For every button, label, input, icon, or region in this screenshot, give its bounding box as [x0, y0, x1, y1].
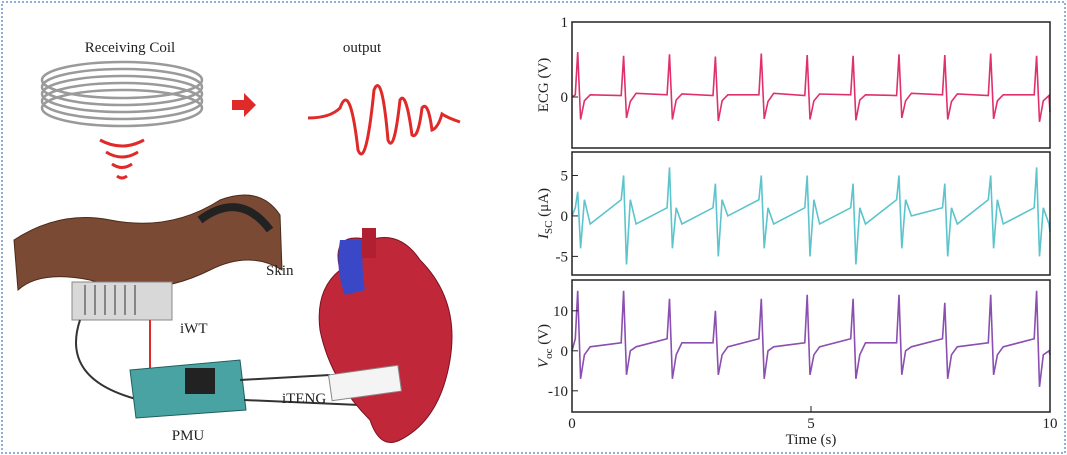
y-label-main: I [536, 233, 552, 240]
wireless-icon [99, 138, 145, 180]
y-label-sub: SC [543, 221, 555, 234]
line-series [571, 290, 1051, 387]
pmu-chip [185, 368, 215, 394]
coil-label: Receiving Coil [85, 40, 175, 56]
x-axis-label: Time (s) [786, 432, 837, 448]
y-tick-label: 1 [561, 15, 569, 31]
pmu-wires [239, 374, 361, 406]
arrow [232, 93, 256, 117]
y-tick-label: -10 [548, 384, 568, 400]
iteng-device [327, 364, 403, 402]
iwt-label: iWT [180, 321, 208, 337]
y-axis-label: ECG (V) [536, 58, 552, 113]
output-wave [307, 84, 461, 156]
line-series [571, 167, 1051, 265]
x-tick-label: 5 [807, 416, 815, 432]
x-tick-label: 10 [1043, 416, 1058, 432]
y-label-unit: (V) [536, 324, 552, 349]
vein [338, 240, 365, 295]
iwt-electrodes [84, 285, 136, 315]
coil-icon [40, 60, 204, 128]
plot-frame [571, 21, 1051, 149]
y-tick-label: -5 [556, 249, 569, 265]
y-label-sub: oc [543, 348, 555, 359]
iteng-label: iTENG [282, 391, 326, 407]
y-tick-label: 10 [553, 304, 568, 320]
artery [362, 228, 376, 258]
plot-frame [571, 279, 1051, 413]
y-label-main: V [536, 357, 552, 368]
line-series [571, 51, 1051, 122]
y-axis-label: ISC (μA) [536, 188, 555, 240]
y-tick-label: 0 [561, 344, 569, 360]
skin-strip [197, 203, 274, 233]
skin-icon [13, 194, 283, 292]
x-tick-label: 0 [568, 416, 576, 432]
plot-frame [571, 151, 1051, 276]
output-label: output [343, 40, 382, 56]
wire [75, 319, 141, 401]
y-label-unit: (μA) [536, 188, 552, 221]
skin-label: Skin [266, 263, 294, 279]
y-axis-label: Voc (V) [536, 324, 555, 368]
y-tick-label: 0 [561, 90, 569, 106]
y-tick-label: 5 [561, 168, 569, 184]
iwt-device [71, 281, 173, 321]
pmu-label: PMU [172, 428, 205, 444]
y-tick-label: 0 [561, 209, 569, 225]
